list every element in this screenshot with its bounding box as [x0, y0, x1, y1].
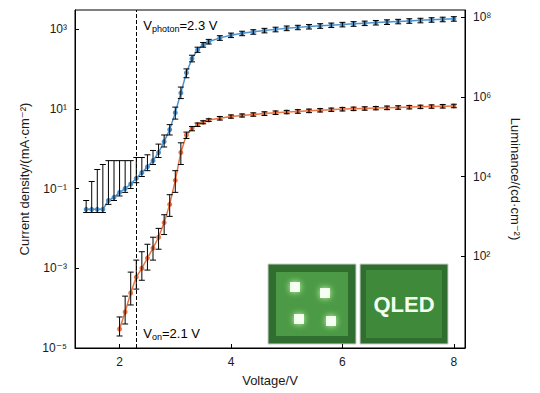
svg-text:2: 2 [116, 355, 123, 369]
svg-text:=2.1 V: =2.1 V [162, 326, 200, 341]
svg-text:10³: 10³ [50, 22, 67, 36]
svg-text:10⁻⁵: 10⁻⁵ [42, 341, 67, 355]
svg-text:10⁴: 10⁴ [473, 170, 492, 184]
svg-text:10¹: 10¹ [50, 102, 67, 116]
svg-text:4: 4 [228, 355, 235, 369]
svg-text:=2.3 V: =2.3 V [179, 18, 217, 33]
svg-text:V: V [143, 18, 152, 33]
svg-text:QLED: QLED [373, 292, 434, 317]
svg-text:6: 6 [339, 355, 346, 369]
svg-text:10⁶: 10⁶ [473, 90, 491, 104]
svg-text:10⁻¹: 10⁻¹ [43, 182, 67, 196]
svg-text:Luminance/(cd·cm⁻²): Luminance/(cd·cm⁻²) [508, 118, 523, 240]
svg-text:on: on [152, 332, 162, 342]
svg-text:10⁻³: 10⁻³ [43, 261, 67, 275]
svg-text:V: V [143, 326, 152, 341]
svg-text:10⁸: 10⁸ [473, 10, 491, 24]
svg-text:Current density/(mA·cm⁻²): Current density/(mA·cm⁻²) [17, 103, 32, 256]
svg-text:8: 8 [451, 355, 458, 369]
svg-text:Voltage/V: Voltage/V [242, 373, 298, 388]
svg-text:photon: photon [152, 24, 180, 34]
svg-text:10²: 10² [473, 249, 490, 263]
